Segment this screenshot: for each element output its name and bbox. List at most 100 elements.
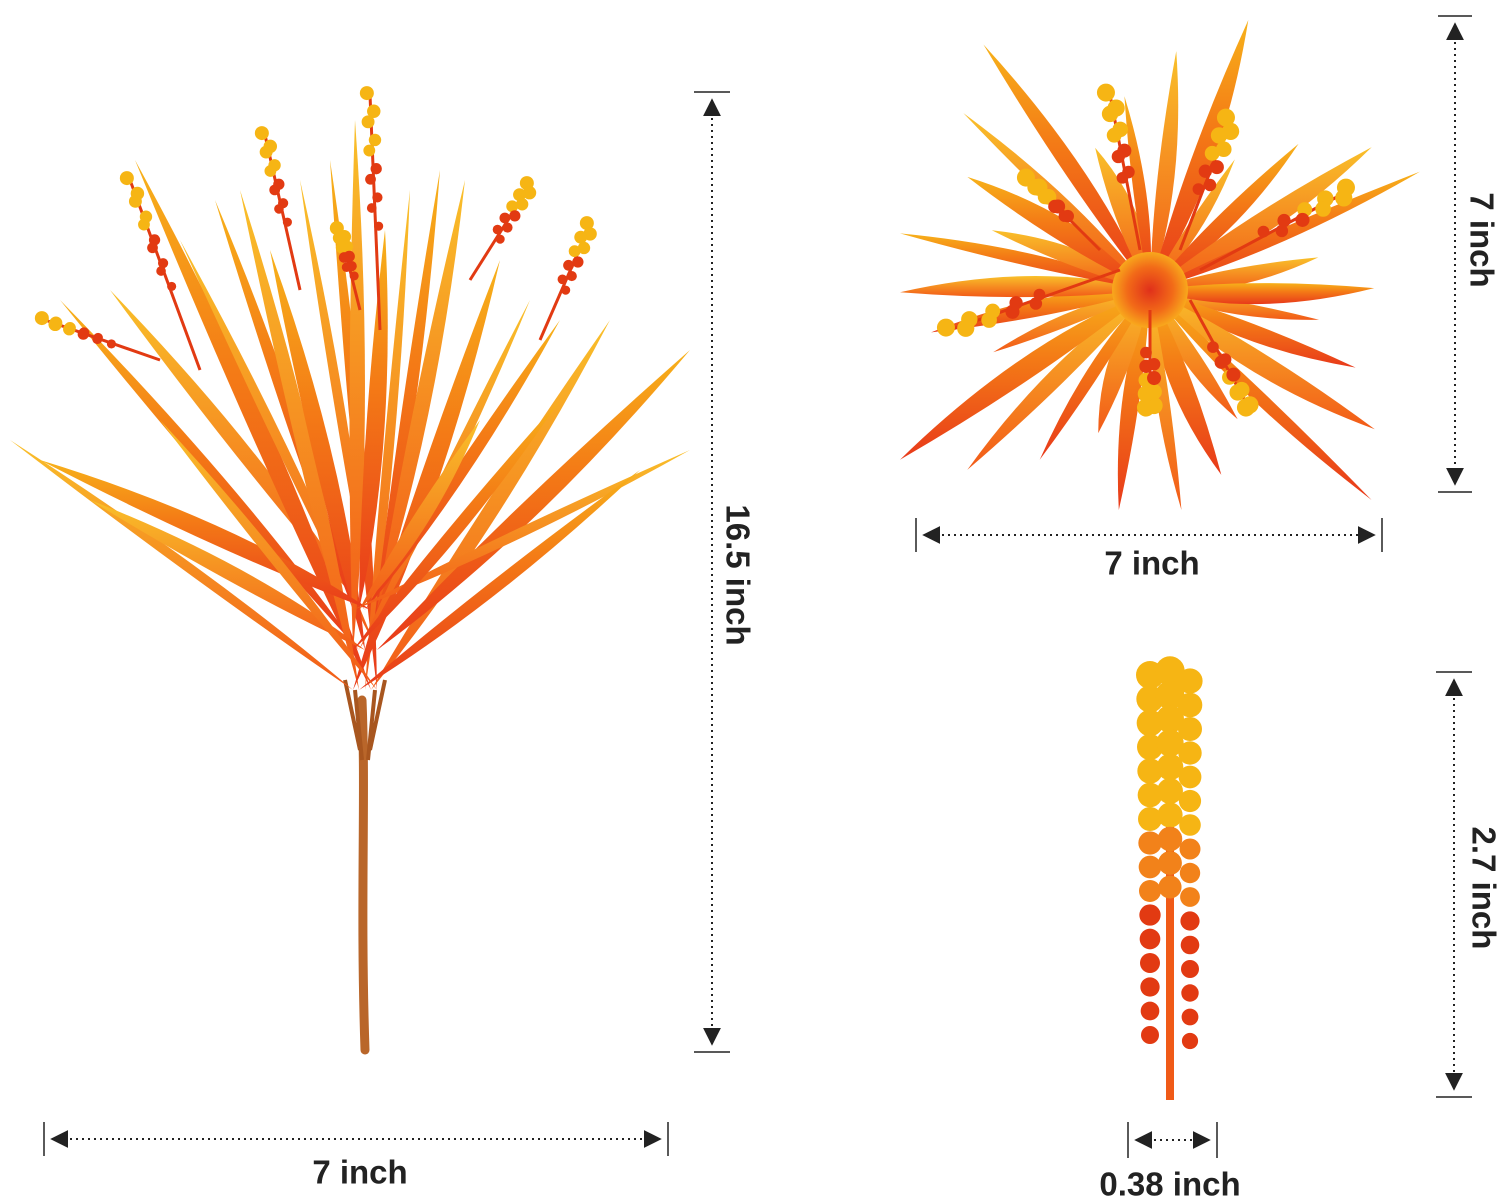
flower-bud: [574, 231, 587, 244]
flower-bud: [339, 252, 350, 263]
flower-bud: [138, 219, 150, 231]
flower-bud: [558, 275, 568, 285]
bouquet-image: [10, 86, 690, 1050]
flower-bud: [49, 317, 62, 330]
flower-bud: [1097, 84, 1115, 102]
flower-bud: [1139, 856, 1162, 879]
flower-bud: [937, 319, 955, 337]
flower-bud: [129, 195, 142, 208]
flower-bud: [1138, 831, 1161, 854]
flower-bud: [1182, 1009, 1199, 1026]
flower-bud: [167, 282, 176, 291]
flower-bud: [1180, 911, 1199, 930]
flower-bud: [1180, 839, 1201, 860]
flower-bud: [502, 222, 512, 232]
flower-bud: [1193, 183, 1205, 195]
flower-bud: [1158, 875, 1181, 898]
spike-height-label: 2.7 inch: [1468, 827, 1500, 950]
flower-bud: [496, 235, 505, 244]
top-view-width-label: 7 inch: [1104, 547, 1199, 580]
flower-bud: [93, 333, 103, 343]
flower-bud: [79, 327, 90, 338]
flower-spike-image: [1136, 656, 1203, 1100]
flower-bud: [1205, 146, 1220, 161]
flower-bud: [260, 146, 273, 159]
flower-bud: [1139, 880, 1161, 902]
top-view-image: [900, 20, 1420, 510]
flower-bud: [255, 126, 269, 140]
flower-bud: [572, 256, 583, 267]
flower-bud: [363, 145, 375, 157]
flower-bud: [1181, 984, 1198, 1001]
flower-bud: [493, 225, 503, 235]
flower-bud: [147, 242, 158, 253]
flower-bud: [1147, 371, 1161, 385]
bouquet-width-label: 7 inch: [312, 1156, 407, 1189]
flower-bud: [374, 222, 383, 231]
spike-width-label: 0.38 inch: [1099, 1168, 1240, 1201]
bouquet-height-label: 16.5 inch: [722, 504, 755, 645]
flower-bud: [1140, 347, 1152, 359]
flower-bud: [269, 185, 280, 196]
flower-bud: [1059, 210, 1071, 222]
flower-bud: [1157, 778, 1183, 804]
flower-bud: [1107, 128, 1122, 143]
flower-bud: [1241, 396, 1258, 413]
flower-bud: [1226, 368, 1240, 382]
flower-bud: [362, 115, 375, 128]
flower-bud: [1148, 358, 1160, 370]
flower-bud: [506, 200, 518, 212]
flower-bud: [1158, 827, 1183, 852]
flower-bud: [156, 266, 166, 276]
flower-bud: [1112, 150, 1125, 163]
flower-bud: [1210, 160, 1224, 174]
flower-bud: [1315, 201, 1331, 217]
flower-bud: [561, 286, 570, 295]
flower-bud: [563, 260, 574, 271]
flower-bud: [1181, 936, 1200, 955]
flower-bud: [64, 322, 76, 334]
flower-bud: [985, 304, 1000, 319]
flower-bud: [120, 171, 134, 185]
flower-bud: [1156, 729, 1183, 756]
flower-bud: [1335, 189, 1352, 206]
flower-bud: [1141, 1002, 1160, 1021]
flower-bud: [1140, 977, 1159, 996]
flower-bud: [1009, 296, 1022, 309]
flower-bud: [499, 213, 510, 224]
flower-bud: [1179, 814, 1201, 836]
flower-bud: [369, 134, 381, 146]
flower-bud: [1204, 179, 1216, 191]
flower-bud: [336, 242, 348, 254]
flower-bud: [360, 86, 374, 100]
flower-bud: [350, 271, 359, 280]
flower-bud: [1234, 382, 1250, 398]
flower-bud: [1157, 754, 1184, 781]
flower-bud: [342, 262, 352, 272]
flower-bud: [365, 174, 376, 185]
flower-bud: [1219, 353, 1231, 365]
flower-bud: [1199, 165, 1212, 178]
flower-bud: [1158, 851, 1182, 875]
flower-bud: [371, 163, 382, 174]
flower-bud: [1181, 960, 1199, 978]
flower-bud: [1140, 953, 1160, 973]
flower-bud: [1034, 289, 1046, 301]
flower-bud: [1140, 929, 1161, 950]
flower-bud: [367, 203, 377, 213]
flower-bud: [35, 311, 49, 325]
flower-bud: [1117, 172, 1129, 184]
flower-bud: [1139, 904, 1160, 925]
flower-bud: [274, 204, 284, 214]
top-view-height-label: 7 inch: [1466, 192, 1499, 287]
flower-bud: [283, 218, 292, 227]
flower-bud: [107, 339, 116, 348]
flower-bud: [1258, 226, 1270, 238]
flower-bud: [1295, 213, 1309, 227]
flower-bud: [1180, 887, 1200, 907]
flower-bud: [372, 192, 382, 202]
flower-bud: [1048, 200, 1061, 213]
flower-bud: [516, 198, 528, 210]
flower-bud: [1156, 705, 1184, 733]
flower-bud: [1180, 863, 1200, 883]
